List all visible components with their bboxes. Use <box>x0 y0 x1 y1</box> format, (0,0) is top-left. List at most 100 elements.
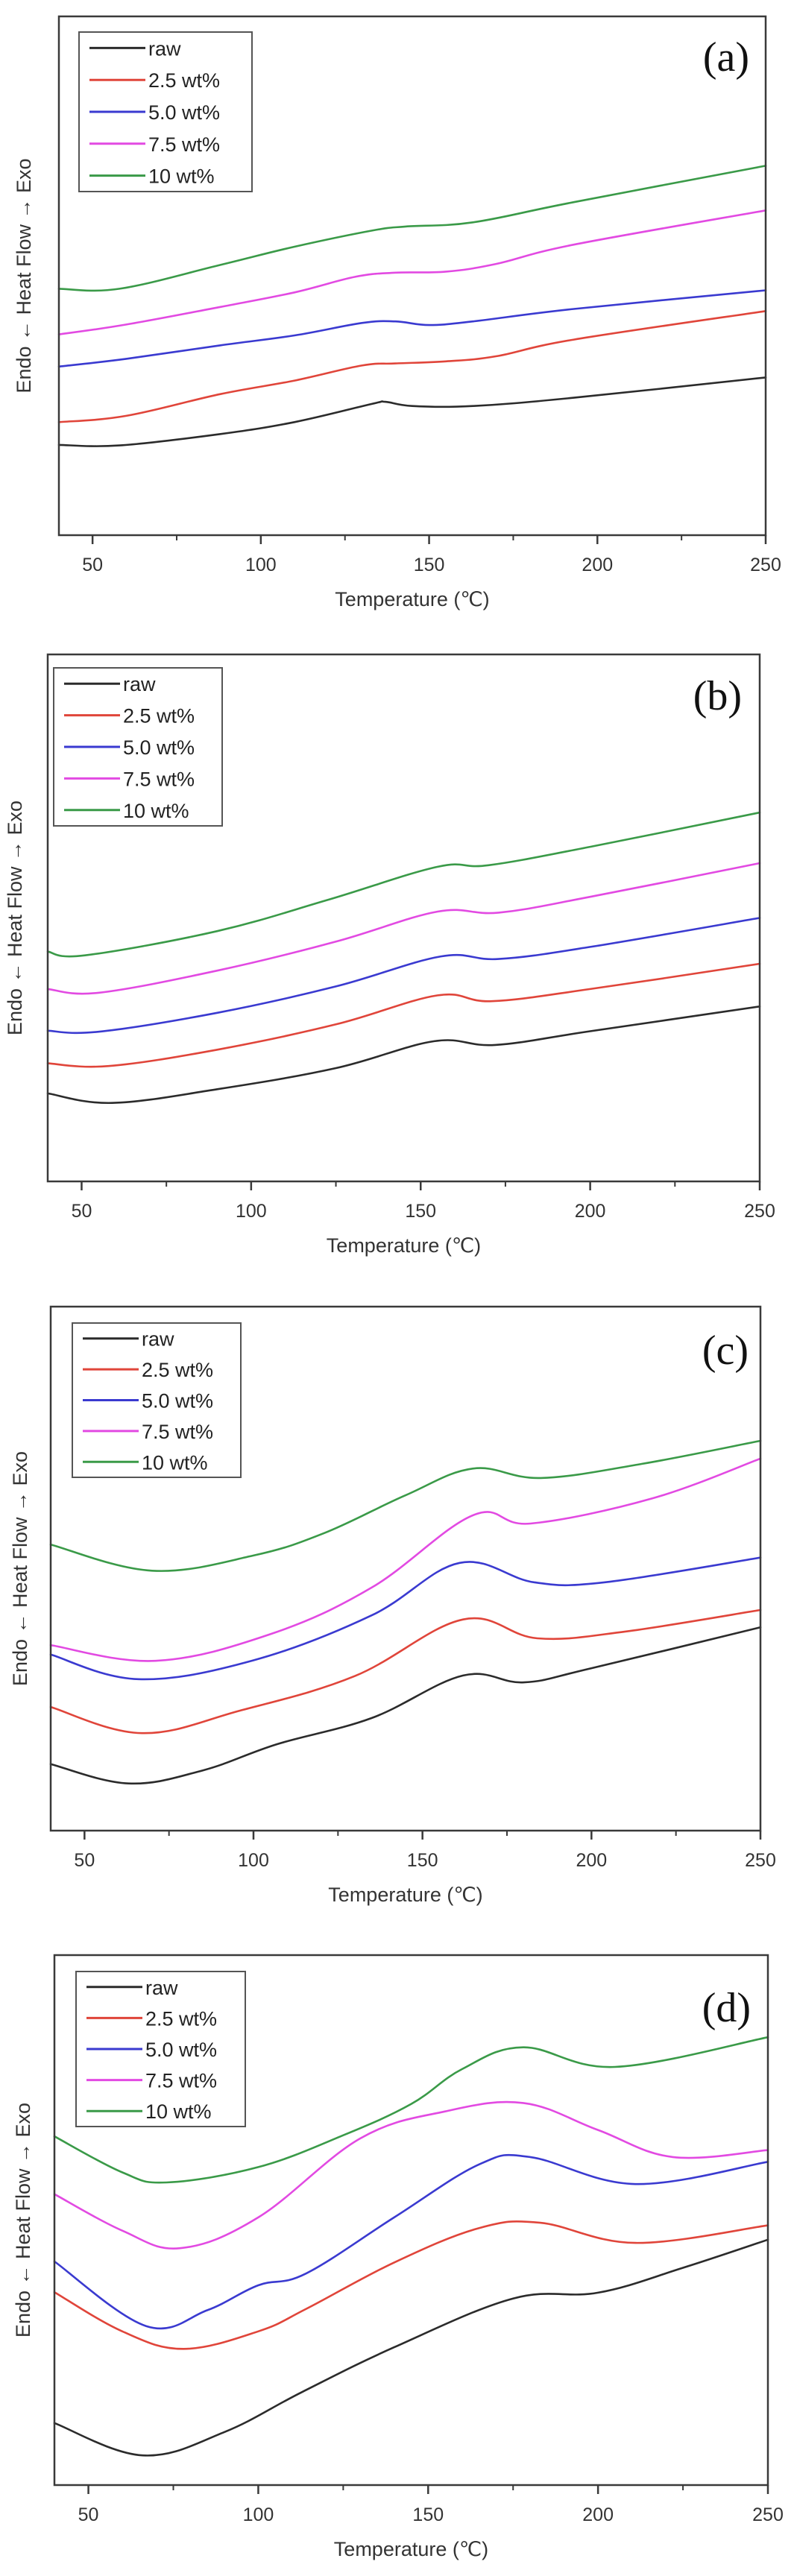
series-line-5-0-wt- <box>46 917 761 1035</box>
legend-label: 5.0 wt% <box>142 1390 213 1412</box>
legend-item: 2.5 wt% <box>64 705 195 727</box>
x-tick-label: 150 <box>405 1201 436 1222</box>
curves <box>53 2036 769 2457</box>
curves <box>49 1439 762 1785</box>
legend-label: 2.5 wt% <box>123 705 195 727</box>
legend: raw 2.5 wt% 5.0 wt% 7.5 wt% 10 wt% <box>72 1322 242 1478</box>
x-tick-label: 200 <box>582 555 613 575</box>
x-tick-label: 150 <box>407 1850 438 1871</box>
x-tick-label: 50 <box>78 2504 99 2525</box>
panel-b: 50 100 150 200 250 Temperature (℃) Endo ← He… <box>4 653 775 1257</box>
legend-label: raw <box>142 1328 174 1351</box>
curves <box>57 165 767 447</box>
series-line-5-0-wt- <box>53 2153 769 2330</box>
series-line-2-5-wt- <box>53 2220 769 2350</box>
legend-item: 5.0 wt% <box>64 736 195 759</box>
x-tick-label: 200 <box>582 2504 614 2525</box>
y-axis-title: Endo ← Heat Flow → Exo <box>12 2103 34 2337</box>
series-line-5-0-wt- <box>57 289 767 368</box>
x-axis-title: Temperature (℃) <box>327 1234 481 1257</box>
legend-item: raw <box>86 1977 178 1999</box>
legend-label: 5.0 wt% <box>145 2039 217 2061</box>
panel-a: 50 100 150 200 250 Temperature (℃) Endo ← He… <box>13 15 781 610</box>
legend-item: raw <box>83 1328 174 1351</box>
y-axis-title: Endo ← Heat Flow → Exo <box>13 158 35 393</box>
legend-label: 10 wt% <box>145 2100 212 2123</box>
legend-label: 2.5 wt% <box>145 2007 217 2030</box>
x-tick-label: 50 <box>72 1201 92 1222</box>
series-line-raw <box>46 1006 761 1105</box>
panel-d: 50 100 150 200 250 Temperature (℃) Endo ← He… <box>12 1954 784 2560</box>
x-tick-label: 150 <box>414 555 445 575</box>
legend-label: 7.5 wt% <box>145 2070 217 2092</box>
curves <box>46 811 761 1105</box>
legend-item: 2.5 wt% <box>89 69 220 92</box>
x-tick-label: 250 <box>744 1201 775 1222</box>
series-line-2-5-wt- <box>57 310 767 423</box>
x-tick-label: 200 <box>575 1201 606 1222</box>
panel-label: (c) <box>702 1328 749 1374</box>
legend-label: raw <box>148 37 181 60</box>
legend-label: 10 wt% <box>142 1451 208 1474</box>
series-line-10-wt- <box>46 811 761 958</box>
legend-item: raw <box>89 37 181 60</box>
series-line-10-wt- <box>49 1439 762 1572</box>
legend-item: 10 wt% <box>64 800 189 822</box>
legend-label: 10 wt% <box>123 800 189 822</box>
x-tick-label: 100 <box>243 2504 274 2525</box>
legend-label: 2.5 wt% <box>148 69 220 92</box>
legend-item: 7.5 wt% <box>86 2070 217 2092</box>
legend-item: 10 wt% <box>83 1451 208 1474</box>
series-line-10-wt- <box>53 2036 769 2184</box>
legend-label: 7.5 wt% <box>142 1421 213 1443</box>
legend-item: 5.0 wt% <box>89 101 220 124</box>
x-ticks: 50 100 150 200 250 <box>82 535 781 575</box>
x-tick-label: 50 <box>82 555 103 575</box>
x-tick-label: 250 <box>752 2504 784 2525</box>
series-line-7-5-wt- <box>57 209 767 335</box>
legend-label: 5.0 wt% <box>123 736 195 759</box>
panel-label: (a) <box>703 34 749 80</box>
legend-item: 7.5 wt% <box>64 768 195 790</box>
x-axis-title: Temperature (℃) <box>335 588 489 610</box>
series-line-7-5-wt- <box>53 2100 769 2250</box>
x-ticks: 50 100 150 200 250 <box>74 1831 776 1871</box>
x-axis-title: Temperature (℃) <box>334 2538 488 2560</box>
panel-label: (b) <box>693 673 742 719</box>
y-axis-title: Endo ← Heat Flow → Exo <box>9 1451 31 1686</box>
legend-item: raw <box>64 673 156 695</box>
x-tick-label: 200 <box>576 1850 607 1871</box>
plot-frame <box>57 15 767 537</box>
legend: raw 2.5 wt% 5.0 wt% 7.5 wt% 10 wt% <box>53 667 223 827</box>
x-tick-label: 100 <box>238 1850 269 1871</box>
x-tick-label: 250 <box>750 555 781 575</box>
series-line-raw <box>53 2238 769 2457</box>
plot-frame <box>53 1954 769 2487</box>
x-axis-title: Temperature (℃) <box>328 1884 482 1906</box>
legend-item: 2.5 wt% <box>83 1359 213 1381</box>
x-tick-label: 150 <box>412 2504 444 2525</box>
legend-label: 7.5 wt% <box>123 768 195 790</box>
legend: raw 2.5 wt% 5.0 wt% 7.5 wt% 10 wt% <box>78 31 253 192</box>
plot-frame <box>46 653 761 1183</box>
x-ticks: 50 100 150 200 250 <box>72 1181 775 1222</box>
x-tick-label: 100 <box>245 555 277 575</box>
series-line-2-5-wt- <box>46 962 761 1068</box>
series-line-5-0-wt- <box>49 1556 762 1681</box>
series-line-7-5-wt- <box>46 862 761 995</box>
legend-label: raw <box>145 1977 178 1999</box>
legend-item: 2.5 wt% <box>86 2007 217 2030</box>
panel-label: (d) <box>702 1985 751 2031</box>
x-ticks: 50 100 150 200 250 <box>78 2485 784 2525</box>
legend-label: 2.5 wt% <box>142 1359 213 1381</box>
x-tick-label: 50 <box>74 1850 95 1871</box>
x-tick-label: 100 <box>236 1201 267 1222</box>
legend-label: raw <box>123 673 156 695</box>
series-line-2-5-wt- <box>49 1609 762 1734</box>
series-line-raw <box>49 1626 762 1785</box>
series-line-7-5-wt- <box>49 1457 762 1662</box>
panel-c: 50 100 150 200 250 Temperature (℃) Endo ← He… <box>9 1305 776 1906</box>
legend-label: 7.5 wt% <box>148 133 220 156</box>
legend-item: 10 wt% <box>86 2100 212 2123</box>
